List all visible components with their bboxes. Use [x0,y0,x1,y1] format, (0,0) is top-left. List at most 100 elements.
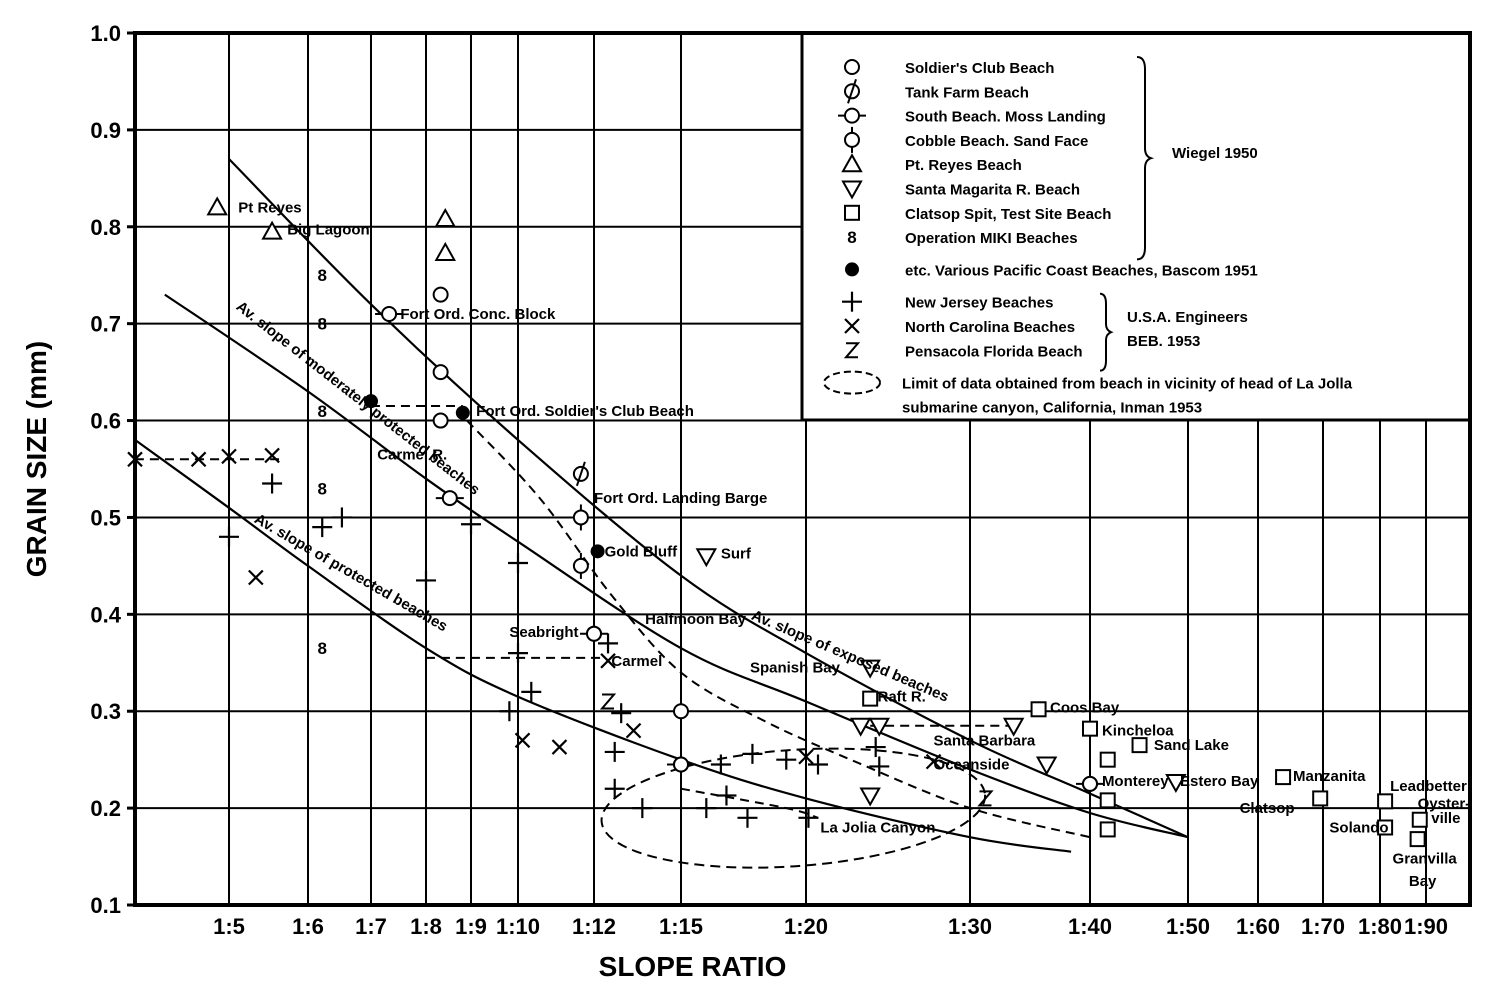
y-tick-label: 0.1 [90,893,121,918]
annotation-label: Santa Barbara [934,732,1036,749]
data-point-triangle-down [849,717,872,737]
data-point-plus [521,681,542,702]
annotation-label: Monterey [1102,773,1169,790]
y-axis-title: GRAIN SIZE (mm) [21,341,52,577]
data-point-square [1377,793,1394,810]
x-tick-label: 1:30 [948,914,992,939]
svg-text:8: 8 [317,639,326,658]
data-point-plus [312,517,333,538]
x-tick-label: 1:5 [213,914,245,939]
data-point-filled-circle [455,405,470,420]
data-point-cross [514,732,531,749]
x-tick-label: 1:10 [496,914,540,939]
grid [135,32,1470,906]
data-point-triangle-down [859,787,881,807]
data-point-cross [264,447,280,464]
legend-label: Tank Farm Beach [905,84,1029,101]
legend-label: Limit of data obtained from beach in vic… [902,376,1353,393]
dashed-lines [135,404,1091,839]
annotation-label: Manzanita [1293,768,1366,785]
data-point-eight: 8 [317,266,326,285]
y-tick-label: 0.2 [90,796,121,821]
data-point-plus [508,552,528,573]
svg-text:8: 8 [317,315,326,334]
data-point-plus [604,778,625,799]
data-point-plus [808,754,828,775]
legend-label: New Jersey Beaches [905,295,1053,312]
annotation-label: Coos Bay [1050,699,1120,716]
data-point-square [1099,751,1116,768]
data-point-eight: 8 [317,402,326,421]
data-point-plus [865,737,886,758]
legend-label: Operation MIKI Beaches [905,230,1078,247]
data-point-circle [432,364,449,381]
data-point-plus [262,473,283,494]
data-point-plus [604,741,625,762]
data-point-square [1131,737,1148,754]
y-tick-label: 0.5 [90,505,121,530]
x-tick-label: 1:20 [784,914,828,939]
annotation-label: Carmel R. [377,446,447,463]
data-point-square [1312,790,1329,807]
data-point-plus [632,798,653,819]
annotation-label: Bay [1409,873,1437,890]
y-tick-label: 0.6 [90,409,121,434]
data-point-square [1411,811,1428,828]
y-tick-label: 0.7 [90,312,121,337]
data-point-circle [432,412,449,429]
data-point-triangle-up [434,207,456,228]
y-tick-label: 0.3 [90,699,121,724]
data-point-plus [696,798,717,819]
legend-marker-triangle-down [841,180,863,200]
annotation-label: Halfmoon Bay [645,611,747,628]
legend-brace [1099,292,1114,372]
trend-curve [134,439,1072,853]
data-point-circle-tick-h [580,625,608,642]
data-point-circle-tick-h [375,305,404,322]
data-point-circle-tick-diag [572,461,589,487]
legend-marker-circle [844,59,860,75]
data-point-plus [461,514,481,535]
annotation-label: Clatsop [1240,800,1295,817]
data-point-triangle-down [1002,717,1025,737]
x-tick-label: 1:70 [1301,914,1345,939]
annotation-label: Fort Ord. Soldier's Club Beach [476,403,694,420]
legend-marker-circle-tick-h [838,107,866,124]
legend-label: South Beach. Moss Landing [905,109,1106,126]
x-tick-label: 1:15 [659,914,703,939]
svg-text:8: 8 [317,266,326,285]
x-tick-label: 1:40 [1068,914,1112,939]
data-point-triangle-down [695,548,718,568]
annotation-label: Big Lagoon [287,222,370,239]
data-point-cross [925,753,942,770]
annotation-label: Carmel [611,653,662,670]
data-point-cross [600,653,616,669]
data-point-plus [869,756,890,777]
legend-marker-plus [842,291,862,312]
data-point-circle-tick-v [572,504,589,531]
data-point-cross [190,451,207,468]
data-point-circle-tick-v [572,552,589,579]
x-tick-label: 1:12 [572,914,616,939]
legend-label: Soldier's Club Beach [905,60,1054,77]
data-point-cross [551,739,568,755]
data-point-eight: 8 [317,479,326,498]
annotation-label: Surf [721,545,752,562]
data-point-eight: 8 [317,639,326,658]
annotation-label: Seabright [509,624,578,641]
data-point-plus [508,643,528,664]
annotation-label: Solando [1329,819,1388,836]
x-axis-title: SLOPE RATIO [599,951,787,982]
x-tick-label: 1:80 [1358,914,1402,939]
legend-citation: BEB. 1953 [1127,333,1200,350]
data-points: 8 8 8 8 8 [127,196,1428,848]
data-point-eight: 8 [317,315,326,334]
axis-ticks: 0.1 0.2 0.3 0.4 0.5 0.6 0.7 0.8 0.9 1.0 1:5 1:6 1:7 1… [90,21,1448,939]
data-point-square [1030,701,1047,718]
trend-curve [164,293,1189,839]
legend-marker-cross [844,318,860,334]
y-tick-label: 0.4 [90,602,121,627]
annotation-label: Fort Ord. Landing Barge [594,490,767,507]
data-point-triangle-down [1035,756,1058,776]
data-point-square [1082,720,1098,737]
